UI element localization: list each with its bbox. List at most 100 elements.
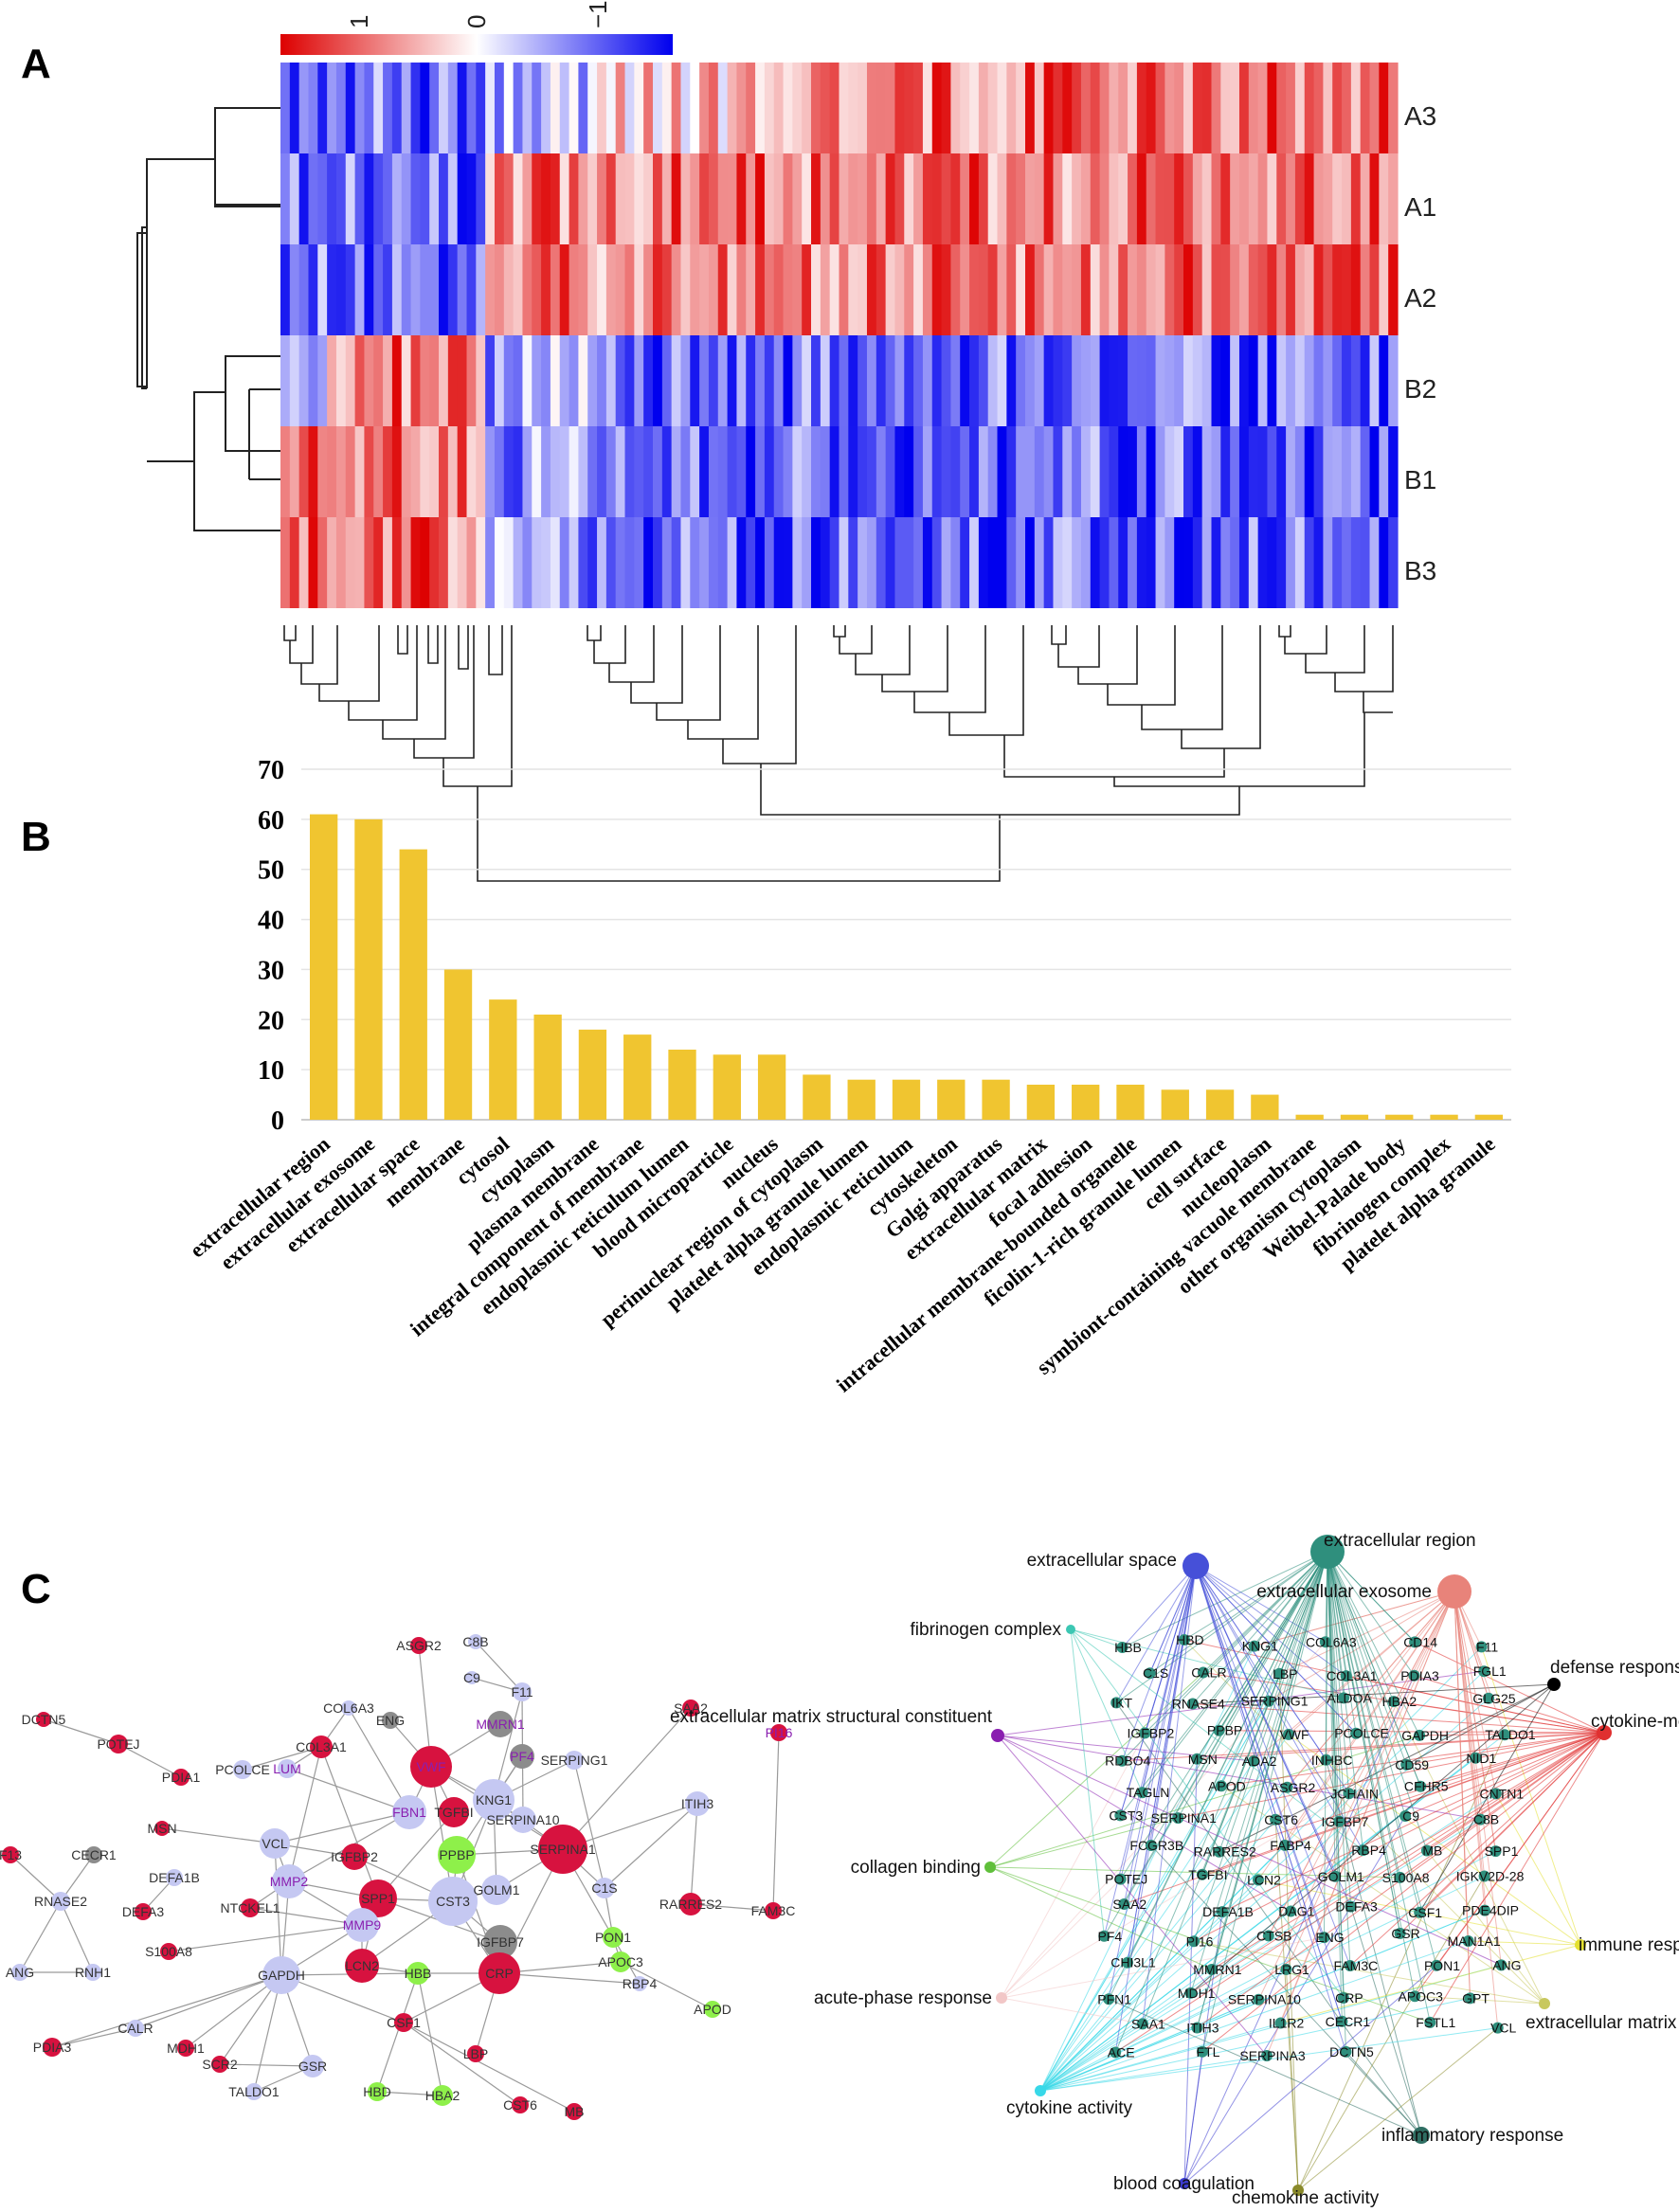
heatmap-cell — [829, 63, 840, 153]
go-gene-label: GSR — [1391, 1926, 1419, 1941]
ppi-node — [765, 1902, 782, 1919]
ppi-node-label: HBD — [363, 2084, 391, 2099]
heatmap-cell — [1257, 244, 1269, 335]
heatmap-cell — [1109, 153, 1119, 244]
heatmap-cell — [541, 63, 551, 153]
go-gene-label: C8B — [1473, 1812, 1499, 1827]
heatmap-cell — [653, 335, 663, 426]
ppi-node-label: ASGR2 — [396, 1638, 442, 1653]
heatmap-cell — [1230, 517, 1240, 608]
heatmap-cell — [1342, 335, 1352, 426]
go-gene-label: MDH1 — [1178, 1986, 1216, 2001]
heatmap-cell — [746, 153, 756, 244]
colorbar-label-mid: 0 — [462, 15, 491, 28]
ppi-edge — [498, 1972, 641, 1985]
heatmap-cell — [615, 335, 626, 426]
heatmap-cell — [1080, 244, 1092, 335]
ppi-edge — [219, 2063, 314, 2067]
go-edge — [1266, 1591, 1455, 2057]
go-edge — [1327, 1551, 1437, 1966]
colorbar-label-high: 1 — [345, 15, 373, 28]
go-edge — [1327, 1551, 1421, 1787]
ppi-node-label: SAA2 — [674, 1700, 708, 1716]
heatmap-cell — [615, 517, 626, 608]
go-gene-label: SPP1 — [1485, 1843, 1519, 1859]
heatmap-cell — [653, 517, 663, 608]
heatmap-cell — [308, 517, 318, 608]
heatmap-cell — [289, 244, 300, 335]
heatmap-cell — [559, 426, 570, 517]
go-gene-label: SAA1 — [1131, 2016, 1165, 2031]
heatmap-cell — [1034, 63, 1045, 153]
heatmap-cell — [605, 517, 617, 608]
go-edge — [1001, 1936, 1325, 1999]
ppi-edge — [620, 1961, 713, 2010]
heatmap-cell — [997, 63, 1007, 153]
heatmap-cell — [848, 335, 858, 426]
heatmap-cell — [298, 153, 310, 244]
go-gene-node — [1340, 2045, 1352, 2058]
heatmap-cell — [485, 517, 496, 608]
go-edge — [1327, 1551, 1395, 1702]
heatmap-cell — [1257, 153, 1269, 244]
heatmap-cell — [802, 153, 812, 244]
heatmap-cell — [680, 153, 691, 244]
go-edge — [1142, 1551, 1328, 1793]
go-gene-label: COL3A1 — [1327, 1668, 1378, 1683]
heatmap-cell — [1350, 517, 1362, 608]
heatmap-cell — [391, 153, 403, 244]
heatmap-cell — [1062, 517, 1073, 608]
heatmap-cell — [1025, 244, 1036, 335]
go-term-node — [996, 1992, 1007, 2004]
heatmap-cell — [1211, 335, 1221, 426]
ppi-node — [478, 1952, 520, 1994]
heatmap-cell — [1034, 426, 1045, 517]
bar-3 — [443, 969, 473, 1120]
heatmap-cell — [298, 244, 310, 335]
go-gene-node — [1253, 1874, 1264, 1886]
heatmap-cell — [746, 517, 756, 608]
go-gene-node — [1329, 1870, 1342, 1882]
heatmap-cell — [950, 517, 961, 608]
heatmap-cell — [783, 63, 793, 153]
ppi-edge — [161, 1827, 276, 1844]
heatmap-cell — [960, 335, 970, 426]
heatmap-cell — [1080, 517, 1092, 608]
go-term-node — [984, 1861, 996, 1873]
go-gene-node — [1114, 1873, 1127, 1885]
go-gene-label: INHBC — [1311, 1753, 1353, 1768]
go-gene-label: HBA2 — [1382, 1694, 1417, 1709]
heatmap-cells — [280, 63, 1399, 608]
go-edge — [989, 1866, 1213, 1970]
heatmap-cell — [1211, 153, 1221, 244]
heatmap-cell — [1006, 426, 1017, 517]
heatmap-cell — [1257, 426, 1269, 517]
go-term-node — [1539, 1998, 1550, 2009]
go-gene-label: RARRES2 — [1194, 1844, 1256, 1860]
bar-22 — [1295, 1114, 1324, 1120]
heatmap-cell — [1350, 244, 1362, 335]
ppi-node-label: SERPINA1 — [530, 1842, 595, 1857]
go-edge — [1201, 1551, 1328, 2052]
go-gene-label: CD14 — [1403, 1634, 1437, 1649]
go-edge — [997, 1735, 1255, 1762]
go-edge — [1453, 1591, 1499, 2028]
heatmap-cell — [997, 153, 1007, 244]
heatmap-cell — [922, 335, 933, 426]
heatmap-cell — [522, 63, 533, 153]
heatmap-cell — [987, 153, 999, 244]
go-edge — [1193, 1551, 1328, 1942]
heatmap-cell — [1257, 63, 1269, 153]
ppi-node — [245, 2083, 262, 2100]
heatmap-cell — [1174, 517, 1184, 608]
heatmap-cell — [931, 426, 943, 517]
heatmap-cell — [494, 153, 505, 244]
ppi-node-label: GOLM1 — [473, 1882, 519, 1897]
go-edge — [1195, 1565, 1343, 2022]
ppi-node-label: CRP — [485, 1966, 514, 1981]
heatmap-cell — [1220, 335, 1231, 426]
go-edges — [989, 1551, 1605, 2191]
heatmap-cell — [811, 517, 821, 608]
heatmap-cell — [503, 63, 515, 153]
